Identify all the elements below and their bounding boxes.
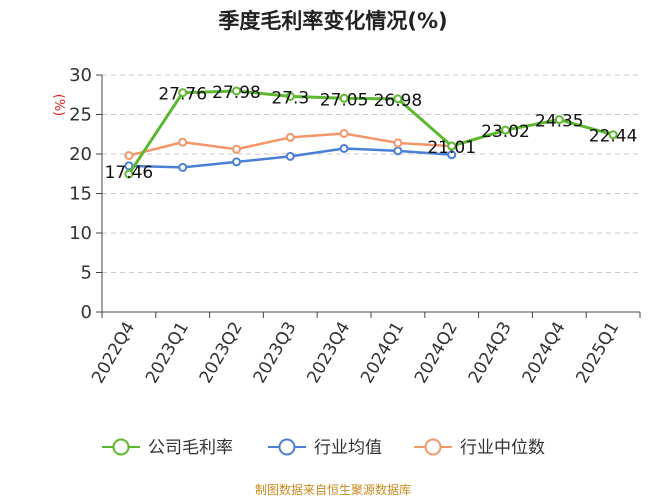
data-point bbox=[178, 137, 188, 147]
x-tick-label: 2024Q1 bbox=[357, 319, 408, 387]
data-point bbox=[285, 91, 295, 101]
series-group bbox=[124, 86, 618, 179]
data-point bbox=[124, 151, 134, 161]
data-point bbox=[447, 150, 457, 160]
data-label: 21.01 bbox=[427, 138, 476, 158]
data-point bbox=[232, 144, 241, 154]
legend-marker bbox=[424, 438, 442, 456]
data-label: 27.76 bbox=[158, 85, 207, 105]
x-tick-label: 2023Q2 bbox=[196, 319, 247, 387]
x-tick-label: 2024Q3 bbox=[465, 319, 516, 387]
data-point bbox=[554, 115, 564, 125]
data-point bbox=[285, 151, 295, 161]
series-line bbox=[127, 89, 614, 175]
axes bbox=[101, 75, 641, 318]
x-tick-label: 2024Q2 bbox=[411, 319, 462, 387]
x-tick-label: 2023Q3 bbox=[250, 319, 301, 387]
data-label: 17.46 bbox=[105, 163, 154, 183]
data-label: 23.02 bbox=[481, 122, 530, 142]
data-point bbox=[339, 143, 349, 153]
y-tick-label: 25 bbox=[69, 105, 92, 126]
data-point bbox=[124, 169, 134, 179]
data-point bbox=[124, 161, 134, 171]
legend: 公司毛利率 行业均值 行业中位数 bbox=[102, 438, 545, 458]
y-tick-label: 5 bbox=[81, 263, 92, 284]
data-label: 27.3 bbox=[271, 88, 309, 108]
legend-marker bbox=[278, 438, 296, 456]
legend-label: 行业均值 bbox=[314, 438, 382, 458]
data-point bbox=[178, 162, 188, 172]
data-point bbox=[501, 125, 510, 135]
legend-label: 行业中位数 bbox=[460, 438, 545, 458]
y-tick-label: 10 bbox=[69, 223, 92, 244]
data-point bbox=[232, 86, 241, 96]
legend-marker bbox=[112, 438, 130, 456]
y-tick-label: 15 bbox=[69, 184, 92, 205]
data-point bbox=[393, 94, 403, 104]
data-point bbox=[447, 141, 457, 151]
data-point bbox=[178, 88, 188, 98]
x-tick-label: 2025Q1 bbox=[572, 319, 623, 387]
data-label: 27.98 bbox=[212, 83, 261, 103]
data-point bbox=[285, 132, 295, 142]
y-axis-unit: (%) bbox=[51, 94, 66, 117]
x-tick-label: 2024Q4 bbox=[519, 319, 570, 387]
x-tick-labels: 2022Q4 2023Q1 2023Q2 2023Q3 2023Q4 2024Q1 2024… bbox=[88, 319, 623, 387]
data-point bbox=[608, 130, 618, 140]
y-tick-label: 0 bbox=[81, 302, 92, 323]
legend-label: 公司毛利率 bbox=[148, 438, 233, 458]
y-tick-labels: 0 5 10 15 20 25 30 bbox=[69, 65, 92, 323]
chart-title: 季度毛利率变化情况(%) bbox=[218, 9, 447, 33]
data-label: 24.35 bbox=[535, 112, 584, 132]
data-point bbox=[232, 157, 241, 167]
y-tick-label: 30 bbox=[69, 65, 92, 86]
x-tick-label: 2023Q1 bbox=[142, 319, 193, 387]
data-point bbox=[339, 128, 349, 138]
data-label: 26.98 bbox=[374, 91, 423, 111]
data-label: 22.44 bbox=[589, 127, 638, 147]
source-note: 制图数据来自恒生聚源数据库 bbox=[255, 482, 411, 497]
data-label: 27.05 bbox=[320, 90, 369, 110]
grid bbox=[96, 74, 640, 313]
x-tick-label: 2022Q4 bbox=[88, 319, 139, 387]
data-point bbox=[393, 146, 403, 156]
data-point bbox=[393, 138, 403, 148]
data-point bbox=[339, 93, 349, 103]
x-tick-label: 2023Q4 bbox=[303, 319, 354, 387]
y-tick-label: 20 bbox=[69, 144, 92, 165]
